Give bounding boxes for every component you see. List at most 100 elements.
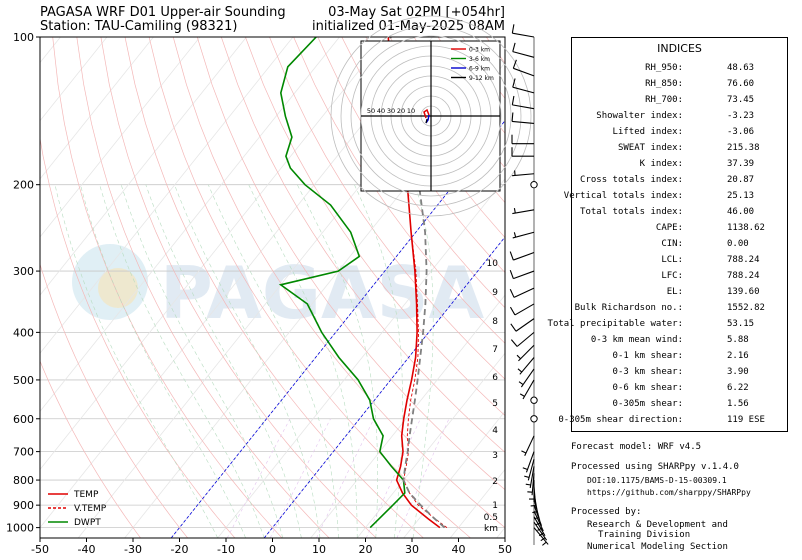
moist-adiabat — [174, 184, 321, 538]
isotherm-line — [40, 37, 201, 238]
wind-barb-staff — [525, 451, 535, 473]
index-label: 0-6 km shear: — [612, 383, 683, 393]
index-value: 46.00 — [727, 207, 755, 217]
height-tick-label: km — [484, 524, 498, 534]
skewt-chart: PAGASA -50 -40 -30 -20 -10 0 10 20 30 40 50 100200… — [6, 15, 570, 556]
org-line-3: Numerical Modeling Section — [587, 542, 728, 552]
wind-barb-half-flag — [518, 381, 524, 386]
index-row: 0-305m shear: 1.56 — [572, 399, 787, 413]
index-row: LCL: 788.24 — [572, 255, 787, 269]
index-value: -3.06 — [727, 127, 755, 137]
wind-barb-flag — [509, 251, 514, 261]
height-tick-label: 6 — [492, 373, 498, 383]
wind-barb-flag — [512, 42, 516, 52]
moist-adiabat — [297, 184, 378, 538]
height-tick-label: 9 — [492, 288, 498, 298]
index-value: 76.60 — [727, 79, 755, 89]
chart-title: PAGASA WRF D01 Upper-air Sounding — [40, 5, 286, 20]
index-label: LFC: — [661, 271, 683, 281]
freezing-isotherm — [263, 236, 505, 538]
x-tick-label: 20 — [359, 543, 373, 556]
height-tick-label: 1 — [492, 501, 498, 511]
index-label: 0-3 km shear: — [612, 367, 683, 377]
moist-adiabat — [80, 184, 246, 538]
x-tick-label: 40 — [452, 543, 466, 556]
index-row: Total precipitable water: 53.15 — [548, 319, 787, 333]
x-tick-label: 50 — [498, 543, 512, 556]
moist-adiabat — [54, 184, 218, 538]
x-tick-label: 0 — [269, 543, 276, 556]
wind-barb-staff — [533, 516, 546, 537]
index-value: 0.00 — [727, 239, 749, 249]
index-label: EL: — [666, 287, 683, 297]
x-tick-label: -30 — [124, 543, 142, 556]
calm-wind-circle — [530, 396, 538, 404]
index-label: 0-305m shear direction: — [558, 415, 683, 425]
wind-barb-staff — [512, 104, 535, 110]
height-tick-label: 2 — [492, 477, 498, 487]
index-value: 48.63 — [727, 63, 755, 73]
wind-barb-half-flag — [535, 522, 541, 526]
hodograph-legend-label: 0-3 km — [469, 47, 490, 54]
hodograph-ring — [330, 15, 532, 217]
dry-adiabat — [317, 37, 505, 309]
dry-adiabat — [52, 37, 283, 538]
mixing-ratio-line — [396, 418, 450, 538]
wind-barb-staff — [512, 209, 535, 215]
watermark-text: PAGASA — [160, 251, 485, 335]
index-value: 119 ESE — [727, 415, 765, 425]
legend-label: DWPT — [74, 518, 101, 528]
hodograph-trace-0-3km — [423, 108, 430, 119]
isotherm-line — [40, 37, 294, 354]
moist-adiabat — [354, 184, 403, 538]
wind-barb-half-flag — [540, 537, 546, 542]
hodograph-ring-label: 10 — [407, 107, 415, 115]
index-label: RH_700: — [645, 95, 683, 105]
wind-barb-staff — [512, 51, 535, 58]
index-row: 0-6 km shear: 6.22 — [572, 383, 787, 397]
index-row: 0-1 km shear: 2.16 — [572, 351, 787, 365]
dry-adiabat — [124, 37, 424, 538]
index-row: LFC: 788.24 — [572, 271, 787, 285]
dry-adiabat — [534, 37, 570, 538]
height-tick-label: 7 — [492, 345, 498, 355]
x-tick-label: -20 — [171, 543, 189, 556]
isotherm-line — [40, 37, 387, 471]
wind-barb-half-flag — [525, 483, 531, 486]
index-label: Lifted index: — [612, 127, 683, 137]
index-row: 0-3 km shear: 3.90 — [572, 367, 787, 381]
wind-barb-staff — [522, 379, 535, 400]
index-value: 20.87 — [727, 175, 755, 185]
index-value: 1138.62 — [727, 223, 765, 233]
wind-barb-staff — [515, 318, 535, 332]
index-value: 1552.82 — [727, 303, 765, 313]
hodograph-legend-label: 3-6 km — [469, 56, 490, 63]
dry-adiabat — [196, 37, 505, 491]
wind-barb-half-flag — [524, 475, 530, 478]
index-label: RH_950: — [645, 63, 683, 73]
pressure-tick-label: 600 — [13, 413, 34, 426]
wind-barb-staff — [516, 331, 535, 347]
height-tick-label: 0.5 — [484, 513, 498, 523]
wind-barb-staff — [513, 252, 535, 261]
dry-adiabat — [100, 37, 377, 538]
index-row: CAPE: 1138.62 — [572, 223, 787, 237]
moist-adiabat — [412, 184, 434, 538]
watermark: PAGASA — [72, 244, 485, 335]
x-tick-label: 10 — [312, 543, 326, 556]
dry-adiabat — [148, 37, 471, 538]
station-label: Station: TAU-Camiling (98321) — [40, 19, 238, 34]
dry-adiabat — [220, 37, 505, 453]
wind-barb-flag — [512, 78, 516, 88]
mixing-ratio-line — [365, 418, 421, 538]
hodograph-legend-label: 9-12 km — [469, 75, 494, 82]
wind-barb-half-flag — [519, 393, 525, 397]
index-row: K index: 37.39 — [572, 159, 787, 173]
dry-adiabat — [76, 37, 330, 538]
wind-barb-half-flag — [517, 368, 523, 373]
indices-panel: INDICES RH_950: 48.63 RH_850: 76.60 RH_700: 7… — [548, 37, 788, 432]
index-row: 0-3 km mean wind: 5.88 — [572, 335, 787, 349]
index-value: 788.24 — [727, 271, 760, 281]
dry-adiabat — [40, 136, 236, 538]
wind-barb-staff — [518, 344, 535, 362]
